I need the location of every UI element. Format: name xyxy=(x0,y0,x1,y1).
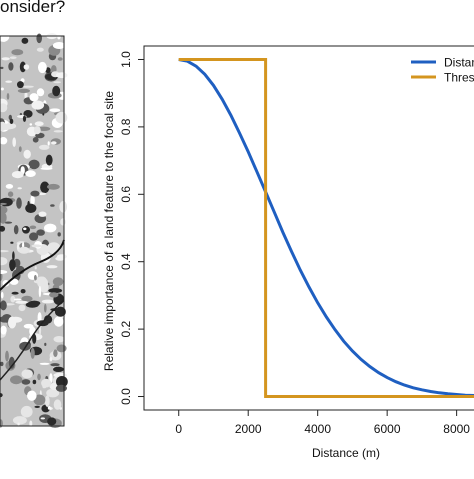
y-tick-label: 0.8 xyxy=(119,118,133,135)
legend-label-distance: Distan xyxy=(444,56,474,70)
y-tick-label: 0.2 xyxy=(119,320,133,337)
landcover-map-image xyxy=(0,31,68,429)
series-line-distance xyxy=(178,58,474,397)
x-tick-label: 0 xyxy=(175,422,182,436)
y-tick-label: 0.4 xyxy=(119,253,133,270)
x-tick-label: 4000 xyxy=(304,422,331,436)
x-tick-label: 8000 xyxy=(443,422,470,436)
y-tick-label: 0.6 xyxy=(119,186,133,203)
series-line-threshold xyxy=(178,58,474,398)
x-tick-label: 2000 xyxy=(235,422,262,436)
y-tick-label: 0.0 xyxy=(119,388,133,405)
series-layer xyxy=(178,58,474,398)
x-tick-label: 6000 xyxy=(374,422,401,436)
x-axis: 0 2000 4000 6000 8000 xyxy=(175,410,470,436)
figure-title-fragment: onsider? xyxy=(0,0,66,16)
legend-label-threshold: Thres xyxy=(444,71,474,85)
y-axis-label: Relative importance of a land feature to… xyxy=(102,91,116,371)
x-axis-label: Distance (m) xyxy=(312,446,380,460)
legend: Distan Thres xyxy=(411,56,474,85)
y-axis: 0.0 0.2 0.4 0.6 0.8 1.0 xyxy=(119,51,144,405)
y-tick-label: 1.0 xyxy=(119,51,133,68)
plot-frame xyxy=(143,45,474,411)
